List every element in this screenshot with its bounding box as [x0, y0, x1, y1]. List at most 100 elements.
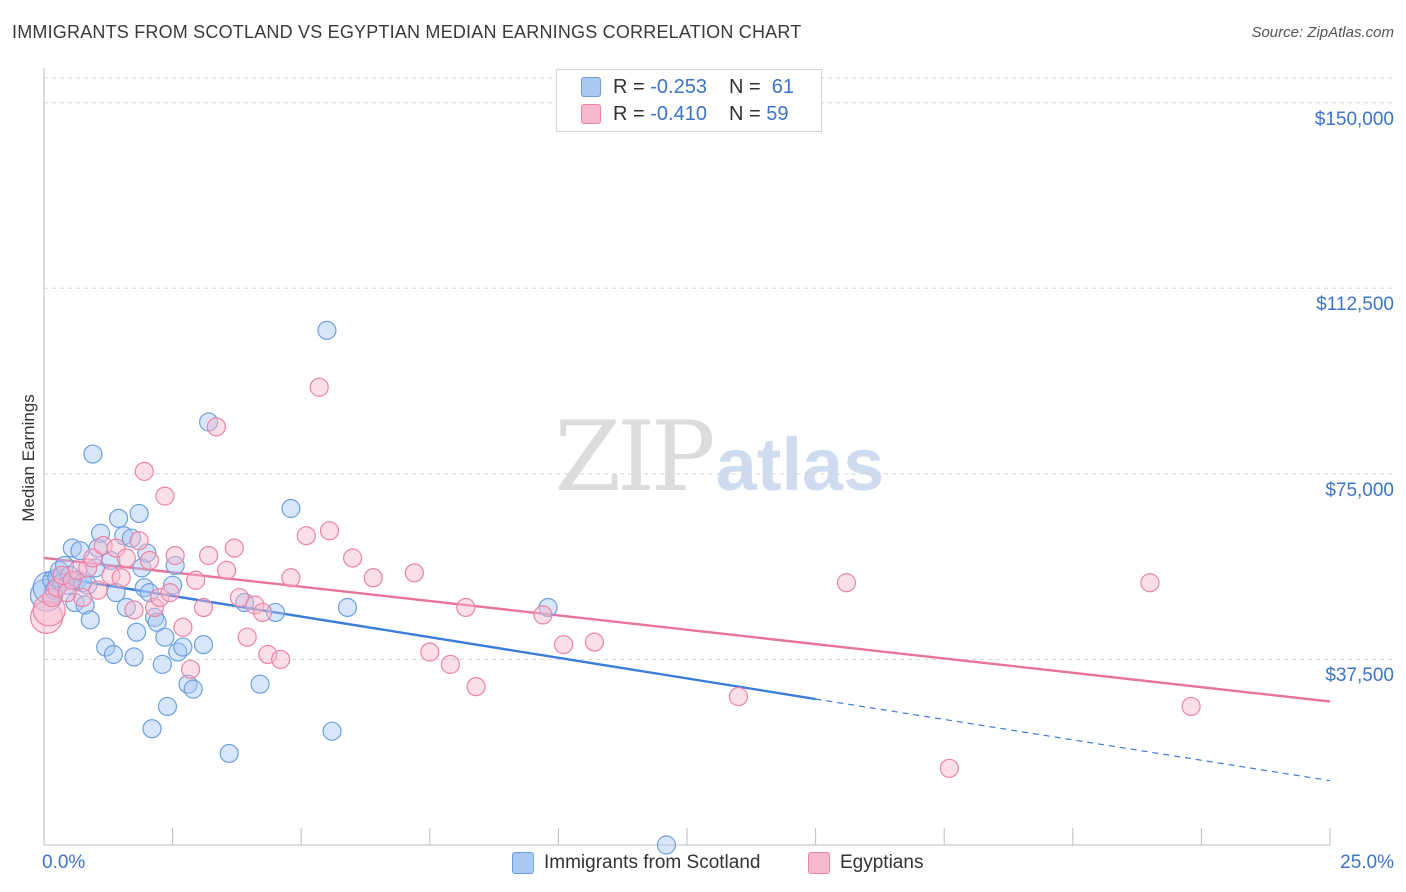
chart-title: IMMIGRANTS FROM SCOTLAND VS EGYPTIAN MED…	[12, 22, 802, 42]
egyptians-point	[83, 548, 103, 568]
egyptians-point	[939, 758, 959, 778]
scotland-point	[656, 835, 677, 855]
egyptians-point	[124, 600, 144, 620]
scotland-point	[142, 719, 162, 739]
scotland-trend-line	[43, 574, 816, 701]
egyptians-point	[1140, 573, 1160, 593]
egyptians-point	[47, 578, 67, 598]
scotland-point	[67, 570, 88, 590]
legend-r-label: R =	[613, 75, 645, 98]
egyptians-point	[52, 565, 72, 585]
scotland-point	[173, 637, 193, 657]
egyptians-point	[199, 545, 219, 566]
legend-swatch-egyptians	[581, 104, 601, 124]
scotland-point	[83, 444, 103, 464]
egyptians-point	[224, 538, 244, 558]
scotland-point	[147, 612, 167, 632]
scotland-point	[126, 622, 147, 642]
egyptians-point	[72, 587, 93, 608]
scotland-point	[80, 610, 100, 630]
egyptians-point	[116, 548, 136, 568]
scotland-point	[116, 597, 136, 618]
egyptians-point	[553, 634, 574, 655]
scotland-point	[219, 743, 239, 764]
egyptians-point	[32, 593, 66, 627]
scotland-point	[337, 597, 358, 618]
scotland-point	[281, 498, 301, 519]
scotland-point	[108, 508, 129, 529]
legend-n-value: 61	[771, 75, 795, 98]
correlation-legend: R = -0.253 N = 61 R = -0.410 N = 59	[556, 69, 822, 132]
scotland-point	[322, 721, 342, 741]
scotland-point	[103, 644, 124, 665]
egyptians-point	[42, 587, 62, 608]
egyptians-point	[57, 583, 77, 603]
scotland-point	[250, 674, 270, 694]
egyptians-point	[245, 595, 265, 615]
egyptians-point	[186, 570, 206, 590]
egyptians-point	[78, 558, 98, 578]
bottom-legend-label-scotland: Immigrants from Scotland	[544, 852, 761, 873]
egyptians-point	[165, 545, 185, 566]
egyptians-point	[258, 644, 278, 665]
legend-n-value: 59	[766, 102, 789, 125]
bottom-legend-scotland: Immigrants from Scotland	[512, 852, 760, 874]
bottom-legend-swatch-egyptians	[808, 852, 830, 874]
legend-row-scotland: R = -0.253 N = 61	[581, 75, 794, 99]
scotland-point	[144, 607, 165, 627]
egyptians-point	[319, 521, 340, 541]
egyptians-point	[134, 461, 154, 481]
egyptians-point	[181, 659, 201, 679]
egyptians-point	[229, 587, 250, 608]
egyptians-point	[836, 573, 857, 593]
egyptians-point	[456, 597, 476, 618]
egyptians-point	[420, 642, 440, 662]
x-tick-max: 25.0%	[1340, 852, 1394, 873]
egyptians-point	[404, 563, 424, 583]
egyptians-trend-line	[43, 556, 1331, 703]
egyptians-point	[533, 605, 553, 625]
scotland-point	[132, 558, 152, 578]
scotland-point	[96, 637, 116, 657]
scotland-point	[129, 503, 149, 524]
scotland-trend-extension	[815, 698, 1331, 782]
scotland-point	[62, 538, 82, 558]
y-tick-label: $37,500	[1325, 665, 1394, 687]
legend-n-label: N =	[728, 75, 761, 98]
scotland-point	[165, 555, 185, 576]
chart-source: Source: ZipAtlas.com	[1251, 24, 1394, 41]
legend-r-value: -0.253	[650, 75, 707, 98]
egyptians-point	[129, 531, 149, 551]
egyptians-point	[144, 597, 165, 618]
scotland-point	[317, 320, 337, 340]
scotland-point	[152, 654, 172, 674]
egyptians-point	[139, 550, 160, 571]
egyptians-point	[173, 617, 193, 637]
legend-r-value: -0.410	[650, 102, 707, 125]
scotland-point	[90, 523, 111, 543]
egyptians-point	[106, 538, 126, 558]
x-tick-min: 0.0%	[42, 852, 86, 873]
egyptians-point	[363, 568, 383, 588]
scotland-point	[155, 627, 175, 647]
egyptians-point	[271, 649, 291, 670]
bottom-legend-label-egyptians: Egyptians	[840, 852, 924, 873]
egyptians-point	[584, 632, 605, 652]
egyptians-point	[160, 583, 180, 603]
watermark-zip: ZIP	[554, 401, 713, 513]
scotland-point	[183, 679, 203, 699]
egyptians-point	[206, 417, 226, 437]
egyptians-point	[440, 654, 460, 674]
y-tick-label: $112,500	[1316, 294, 1394, 316]
scotland-point	[75, 595, 95, 615]
egyptians-point	[309, 377, 329, 397]
bottom-legend-egyptians: Egyptians	[808, 852, 923, 874]
scotland-point	[193, 634, 214, 655]
watermark-atlas: atlas	[716, 423, 885, 506]
egyptians-point	[237, 627, 257, 647]
y-tick-label: $75,000	[1325, 479, 1394, 501]
egyptians-point	[1181, 696, 1201, 717]
egyptians-point	[111, 568, 131, 588]
scotland-point	[124, 647, 144, 667]
